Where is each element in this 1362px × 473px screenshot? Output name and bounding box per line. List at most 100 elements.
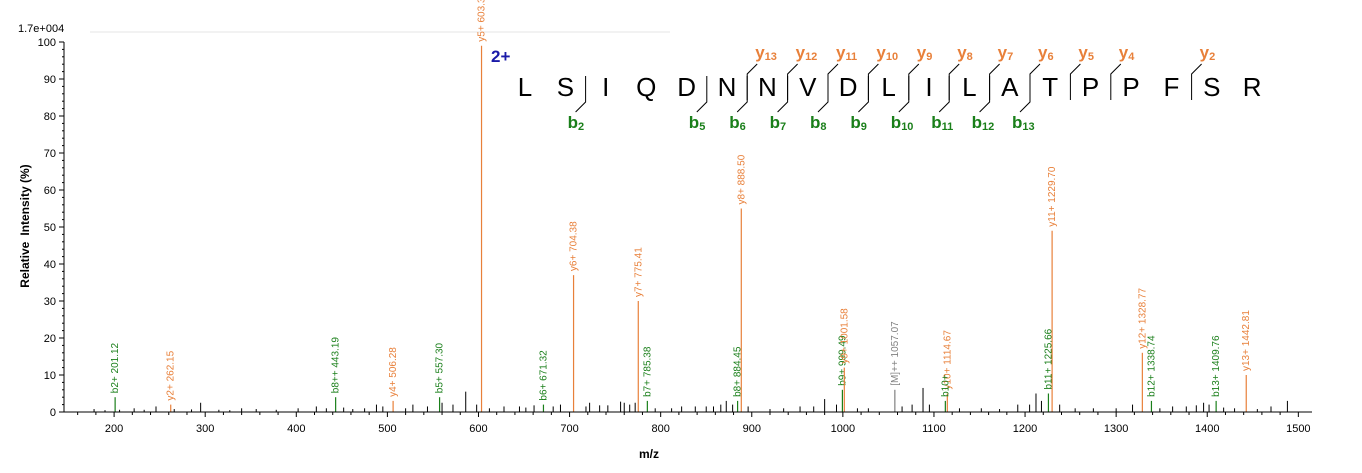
b-ion-bracket <box>817 76 829 113</box>
y-ion-label: y6 <box>1038 43 1054 63</box>
b-ion-bracket <box>898 76 910 113</box>
x-tick-label: 1500 <box>1286 423 1310 435</box>
y-tick-label: 40 <box>44 259 56 271</box>
peak-label: b5+ 557.30 <box>435 342 446 393</box>
y-ion-label: y5 <box>1078 43 1094 63</box>
b-ion-bracket <box>858 76 869 113</box>
sequence-residue: D <box>677 72 696 102</box>
y-ion-label: y13 <box>755 43 777 63</box>
sequence-residue: F <box>1163 72 1179 102</box>
x-tick-label: 900 <box>743 423 761 435</box>
sequence-residue: S <box>557 72 574 102</box>
peak-label: b11+ 1225.66 <box>1043 328 1054 389</box>
y-tick-label: 90 <box>44 74 56 86</box>
y-ion-bracket <box>867 63 879 100</box>
peak-label: b2+ 201.12 <box>110 342 121 393</box>
y-tick-label: 30 <box>44 296 56 308</box>
y-ion-bracket <box>948 63 960 100</box>
y-ion-label: y8 <box>957 43 973 63</box>
y-tick-label: 100 <box>38 37 56 49</box>
y-tick-label: 0 <box>50 407 56 419</box>
b-ion-label: b5 <box>689 113 706 133</box>
x-tick-label: 500 <box>378 423 396 435</box>
peak-label: b12+ 1338.74 <box>1146 335 1157 397</box>
sequence-residue: D <box>839 72 858 102</box>
b-ion-label: b11 <box>931 113 953 133</box>
b-ion-bracket <box>1019 76 1031 113</box>
y-ion-bracket <box>787 63 798 100</box>
y-tick-label: 10 <box>44 370 56 382</box>
peak-label: b7+ 785.38 <box>642 346 653 397</box>
peak-label: b6+ 671.32 <box>538 350 549 401</box>
y-ion-bracket <box>1191 63 1202 100</box>
y-tick-label: 60 <box>44 185 56 197</box>
y-ion-label: y9 <box>917 43 933 63</box>
b-ion-bracket <box>979 76 991 113</box>
peak-label: y10+ 1114.67 <box>942 330 953 390</box>
y-ion-label: y7 <box>998 43 1014 63</box>
y-ion-label: y12 <box>796 43 818 63</box>
y-tick-label: 20 <box>44 333 56 345</box>
peak-label: b13+ 1409.76 <box>1211 335 1222 397</box>
b-ion-label: b2 <box>568 113 585 133</box>
b-ion-bracket <box>938 76 950 113</box>
y-ion-bracket <box>989 63 1000 100</box>
sequence-residue: R <box>1243 72 1262 102</box>
y-axis-title-part2: Intensity (%) <box>18 164 32 235</box>
sequence-residue: V <box>799 72 817 102</box>
x-tick-label: 1300 <box>1104 423 1128 435</box>
sequence-residue: L <box>881 72 895 102</box>
b-ion-label: b8 <box>810 113 827 133</box>
peak-label: y4+ 506.28 <box>388 347 399 397</box>
b-ion-label: b13 <box>1012 113 1035 133</box>
peak-label: b9+ 999.49 <box>837 335 848 386</box>
peak-label: b8+ 884.45 <box>733 346 744 397</box>
b-ion-label: b10 <box>891 113 914 133</box>
peak-label: y5+ 603.3 <box>477 0 488 42</box>
x-tick-label: 1200 <box>1013 423 1037 435</box>
sequence-residue: N <box>758 72 777 102</box>
sequence-residue: P <box>1082 72 1099 102</box>
y-ion-label: y10 <box>876 43 898 63</box>
y-ion-label: y2 <box>1200 43 1216 63</box>
b-ion-label: b7 <box>770 113 787 133</box>
x-tick-label: 800 <box>651 423 669 435</box>
axes: 0 10 20 30 40 50 60 70 80 90 100 200 300 400 500 600 700… <box>38 37 1312 435</box>
x-axis-title: m/z <box>639 447 659 461</box>
x-tick-label: 300 <box>196 423 214 435</box>
y-ion-bracket <box>827 63 839 100</box>
x-tick-label: 600 <box>469 423 487 435</box>
y-axis-title-part1: Relative <box>18 241 32 287</box>
peak-label: [M]++ 1057.07 <box>890 321 901 386</box>
x-tick-label: 400 <box>287 423 305 435</box>
x-tick-label: 1400 <box>1195 423 1219 435</box>
b-ion-bracket <box>696 76 708 113</box>
sequence-residue: T <box>1042 72 1058 102</box>
y-tick-label: 80 <box>44 111 56 123</box>
y-ion-bracket <box>1069 63 1081 100</box>
sequence-residue: L <box>962 72 976 102</box>
x-tick-label: 1100 <box>922 423 946 435</box>
peak-label: y7+ 775.41 <box>633 247 644 297</box>
x-tick-label: 200 <box>105 423 123 435</box>
peak-label: y9+ 1001.58 <box>839 308 850 364</box>
y-axis-title: Relative Intensity (%) <box>18 164 32 287</box>
peak-label: b8++ 443.19 <box>331 337 342 394</box>
noise-peaks <box>93 387 1288 412</box>
b-ion-bracket <box>777 76 789 113</box>
peak-label: b10+ <box>940 374 951 397</box>
y-ion-bracket <box>908 63 920 100</box>
intensity-scale-label: 1.7e+004 <box>18 23 64 35</box>
b-ion-bracket <box>736 76 748 113</box>
annotated-peaks: b2+ 201.12 y2+ 262.15 b8++ 443.19 y4+ 506.2… <box>110 0 1252 412</box>
sequence-residue: I <box>602 72 609 102</box>
y-ion-bracket <box>1110 63 1122 100</box>
y-ion-label: y4 <box>1119 43 1135 63</box>
peak-label: y2+ 262.15 <box>166 350 177 400</box>
b-ion-bracket <box>575 76 587 113</box>
y-ion-bracket <box>1029 63 1041 100</box>
sequence-residue: L <box>518 72 532 102</box>
y-ion-label: y11 <box>836 43 857 63</box>
